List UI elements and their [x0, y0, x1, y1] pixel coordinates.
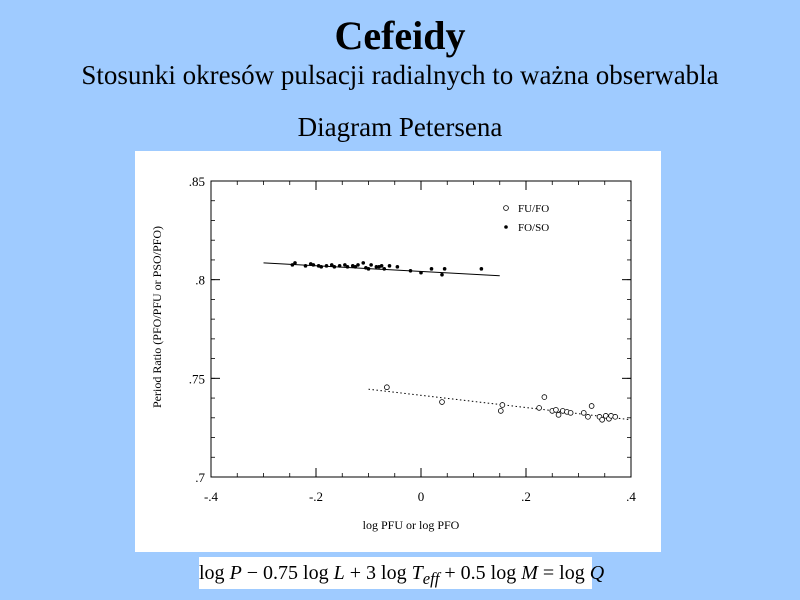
x-tick-label: .2 [521, 489, 531, 504]
x-tick-label: -.4 [204, 489, 219, 504]
y-tick-label: .7 [195, 470, 205, 485]
data-point [419, 270, 423, 275]
data-point [497, 408, 504, 414]
formula-part-9: M [521, 562, 538, 584]
formula-part-5: + 3 log [344, 562, 412, 584]
data-point [567, 410, 574, 416]
x-tick-label: .4 [626, 489, 636, 504]
fit-line [263, 262, 500, 277]
legend-label: FO/SO [518, 222, 549, 234]
data-point [439, 399, 445, 405]
data-point [379, 264, 384, 268]
x-tick-label: -.2 [309, 489, 323, 504]
data-point [580, 410, 587, 416]
legend-marker [503, 205, 509, 211]
x-axis-label: log PFU or log PFO [363, 518, 460, 532]
y-tick-label: .75 [189, 371, 205, 386]
data-point [499, 402, 506, 408]
data-point [332, 265, 337, 269]
data-point [585, 414, 591, 420]
formula-part-6: T [411, 562, 423, 584]
data-point [374, 265, 379, 269]
data-point [395, 265, 400, 269]
chart-svg: -.4 -.2 0 .2 .4 .7 .75 .8 .85 log PFU or log PFO P… [150, 174, 636, 532]
y-axis-label: Period Ratio (PFO/PFU or PSO/PFO) [150, 226, 164, 408]
data-point [311, 263, 316, 267]
data-point [442, 267, 447, 271]
data-point [345, 265, 350, 269]
legend-marker [504, 225, 508, 229]
data-point [541, 394, 548, 400]
data-point [612, 414, 619, 420]
plot-frame [210, 180, 632, 478]
petersen-diagram-chart: -.4 -.2 0 .2 .4 .7 .75 .8 .85 log PFU or log PFO P… [135, 151, 661, 552]
data-point [536, 405, 542, 411]
slide-subtitle: Stosunki okresów pulsacji radialnych to … [81, 60, 719, 90]
data-point [293, 261, 297, 265]
legend-label: FU/FO [518, 203, 549, 215]
data-point [353, 265, 358, 269]
pulsation-formula: log P − 0.75 log L + 3 log Teff + 0.5 lo… [199, 557, 604, 589]
data-point [387, 264, 392, 268]
data-point [290, 263, 295, 267]
formula-part-7: eff [422, 569, 440, 588]
data-point [382, 267, 387, 271]
data-point [384, 384, 390, 391]
data-point [588, 403, 595, 409]
data-point [324, 264, 329, 268]
formula-part-1: log [199, 562, 230, 584]
data-point [440, 272, 444, 277]
data-point [408, 268, 413, 273]
formula-part-8: + 0.5 log [439, 562, 522, 584]
y-tick-label: .85 [189, 174, 205, 189]
diagram-label: Diagram Petersena [297, 112, 503, 142]
data-point [366, 267, 371, 271]
formula-part-4: L [333, 562, 345, 584]
x-tick-label: 0 [418, 489, 425, 504]
formula-part-2: P [229, 562, 242, 584]
data-point [555, 412, 562, 418]
data-point [329, 263, 334, 267]
formula-part-3: − 0.75 log [241, 562, 334, 584]
formula-part-10: = log [537, 562, 590, 584]
data-point [356, 263, 360, 267]
data-point [429, 267, 434, 271]
data-point [343, 263, 347, 267]
data-point [337, 264, 342, 268]
data-point [369, 263, 373, 267]
data-point [479, 267, 484, 271]
data-point [303, 264, 308, 268]
data-point [599, 416, 605, 423]
y-tick-label: .8 [195, 273, 205, 288]
data-point [361, 261, 366, 265]
formula-part-11: Q [589, 562, 605, 584]
data-point [319, 265, 324, 269]
data-point [553, 407, 559, 413]
slide-title: Cefeidy [334, 13, 466, 58]
